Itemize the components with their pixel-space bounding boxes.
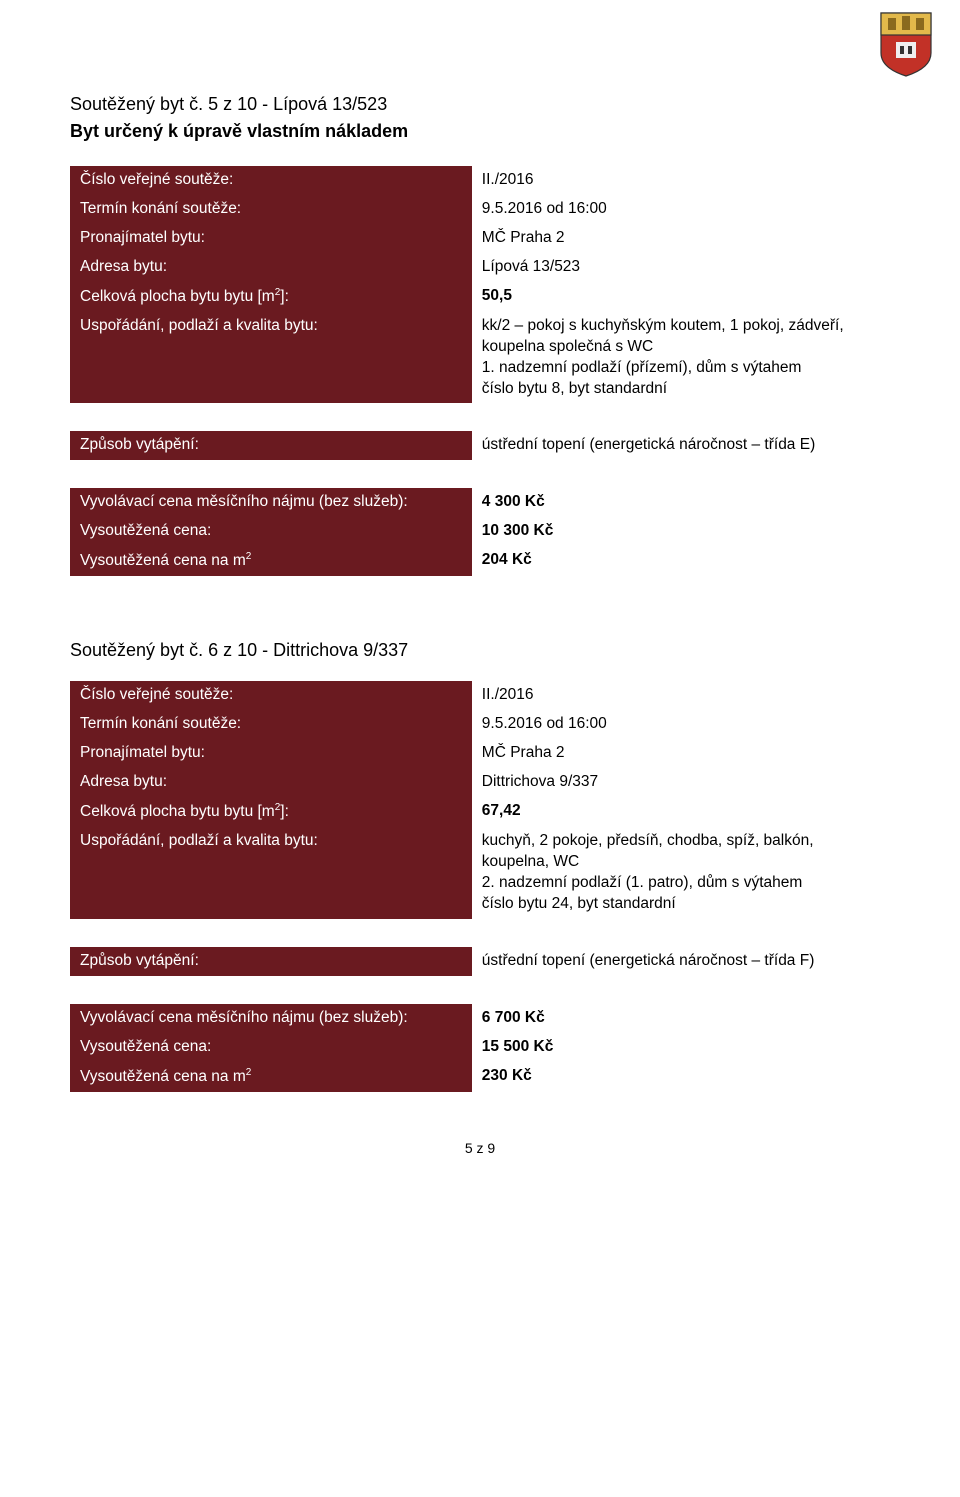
apartment1-heading: Soutěžený byt č. 5 z 10 - Lípová 13/523: [70, 94, 890, 115]
label-usporadani-2: Uspořádání, podlaží a kvalita bytu:: [70, 827, 472, 919]
label-heating: Způsob vytápění:: [70, 431, 472, 460]
label-vysoutezena-m2-sup: 2: [246, 551, 252, 562]
value-plocha-2: 67,42: [472, 797, 890, 827]
value-vysoutezena-2-bold: 15 500 Kč: [482, 1038, 554, 1055]
value-plocha-bold: 50,5: [482, 287, 512, 304]
value-plocha: 50,5: [472, 282, 890, 312]
label-vysoutezena-m2-2-sup: 2: [246, 1067, 252, 1078]
apartment1-heating-table: Způsob vytápění: ústřední topení (energe…: [70, 431, 890, 460]
label-plocha-pre: Celková plocha bytu bytu [m: [80, 288, 275, 305]
label-adresa: Adresa bytu:: [70, 253, 472, 282]
apartment2-heading: Soutěžený byt č. 6 z 10 - Dittrichova 9/…: [70, 640, 890, 661]
apartment2-info-table: Číslo veřejné soutěže: II./2016 Termín k…: [70, 681, 890, 918]
value-cislo-2: II./2016: [472, 681, 890, 710]
apartment2-prices-table: Vyvolávací cena měsíčního nájmu (bez slu…: [70, 1004, 890, 1092]
value-usporadani-2: kuchyň, 2 pokoje, předsíň, chodba, spíž,…: [472, 827, 890, 919]
label-cislo: Číslo veřejné soutěže:: [70, 166, 472, 195]
label-vyvolavaci: Vyvolávací cena měsíčního nájmu (bez slu…: [70, 488, 472, 517]
label-cislo-2: Číslo veřejné soutěže:: [70, 681, 472, 710]
value-vyvolavaci-2: 6 700 Kč: [472, 1004, 890, 1033]
label-adresa-2: Adresa bytu:: [70, 768, 472, 797]
label-vysoutezena-m2-2: Vysoutěžená cena na m2: [70, 1062, 472, 1092]
page-footer: 5 z 9: [70, 1140, 890, 1156]
label-plocha: Celková plocha bytu bytu [m2]:: [70, 282, 472, 312]
value-vyvolavaci: 4 300 Kč: [472, 488, 890, 517]
apartment1-subheading: Byt určený k úpravě vlastním nákladem: [70, 121, 890, 142]
label-vysoutezena-m2-pre: Vysoutěžená cena na m: [80, 552, 246, 569]
apartment2-heating-table: Způsob vytápění: ústřední topení (energe…: [70, 947, 890, 976]
value-pronajimatel-2: MČ Praha 2: [472, 739, 890, 768]
value-usporadani: kk/2 – pokoj s kuchyňským koutem, 1 poko…: [472, 312, 890, 404]
apartment1-prices-table: Vyvolávací cena měsíčního nájmu (bez slu…: [70, 488, 890, 576]
label-usporadani: Uspořádání, podlaží a kvalita bytu:: [70, 312, 472, 404]
value-vysoutezena-m2-2: 230 Kč: [472, 1062, 890, 1092]
value-vysoutezena-2: 15 500 Kč: [472, 1033, 890, 1062]
label-termin: Termín konání soutěže:: [70, 195, 472, 224]
label-pronajimatel: Pronajímatel bytu:: [70, 224, 472, 253]
label-plocha-post: ]:: [280, 288, 289, 305]
value-heating: ústřední topení (energetická náročnost –…: [472, 431, 890, 460]
value-adresa: Lípová 13/523: [472, 253, 890, 282]
value-pronajimatel: MČ Praha 2: [472, 224, 890, 253]
value-plocha-2-bold: 67,42: [482, 802, 521, 819]
label-vysoutezena-m2-2-pre: Vysoutěžená cena na m: [80, 1068, 246, 1085]
value-vysoutezena: 10 300 Kč: [472, 517, 890, 546]
value-cislo: II./2016: [472, 166, 890, 195]
label-termin-2: Termín konání soutěže:: [70, 710, 472, 739]
label-vysoutezena-2: Vysoutěžená cena:: [70, 1033, 472, 1062]
apartment1-info-table: Číslo veřejné soutěže: II./2016 Termín k…: [70, 166, 890, 403]
label-vyvolavaci-2: Vyvolávací cena měsíčního nájmu (bez slu…: [70, 1004, 472, 1033]
value-vysoutezena-m2-2-bold: 230 Kč: [482, 1067, 532, 1084]
label-plocha-2-pre: Celková plocha bytu bytu [m: [80, 803, 275, 820]
value-termin: 9.5.2016 od 16:00: [472, 195, 890, 224]
value-vysoutezena-m2: 204 Kč: [472, 546, 890, 576]
value-adresa-2: Dittrichova 9/337: [472, 768, 890, 797]
value-vysoutezena-m2-bold: 204 Kč: [482, 551, 532, 568]
label-heating-2: Způsob vytápění:: [70, 947, 472, 976]
label-plocha-2-post: ]:: [280, 803, 289, 820]
value-heating-2: ústřední topení (energetická náročnost –…: [472, 947, 890, 976]
label-plocha-2: Celková plocha bytu bytu [m2]:: [70, 797, 472, 827]
label-vysoutezena-m2: Vysoutěžená cena na m2: [70, 546, 472, 576]
value-vyvolavaci-2-bold: 6 700 Kč: [482, 1009, 545, 1026]
label-pronajimatel-2: Pronajímatel bytu:: [70, 739, 472, 768]
value-vyvolavaci-bold: 4 300 Kč: [482, 493, 545, 510]
value-termin-2: 9.5.2016 od 16:00: [472, 710, 890, 739]
crest-icon: [876, 8, 936, 78]
label-vysoutezena: Vysoutěžená cena:: [70, 517, 472, 546]
value-vysoutezena-bold: 10 300 Kč: [482, 522, 554, 539]
